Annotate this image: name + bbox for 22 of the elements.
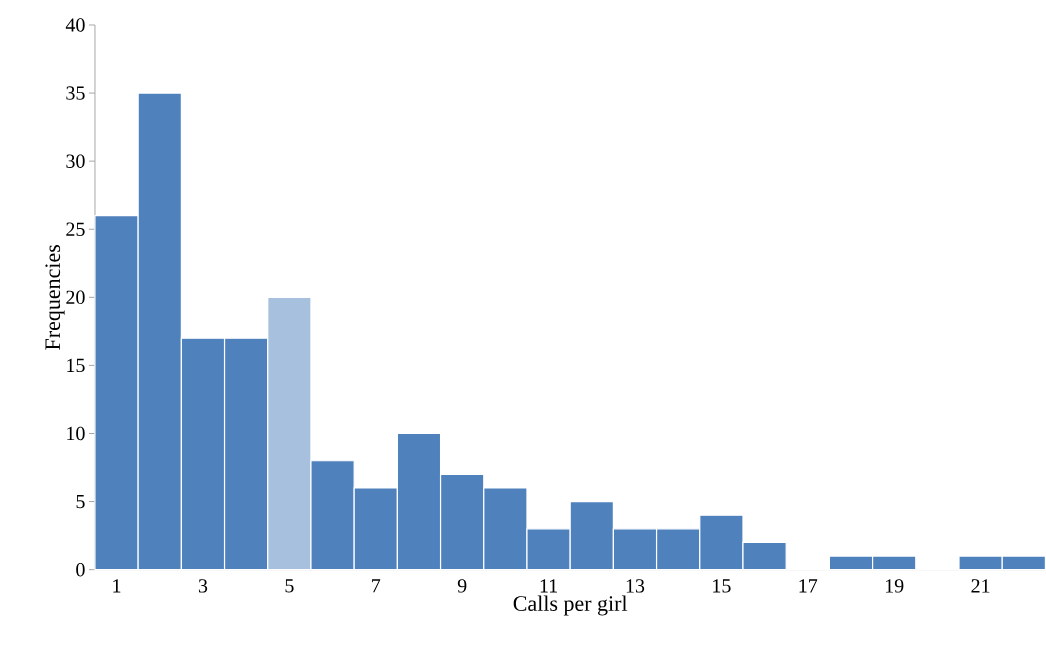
x-tick-label: 13 xyxy=(626,579,645,593)
x-tick-label: 5 xyxy=(285,579,294,593)
x-tick-label: 1 xyxy=(113,579,121,593)
x-tick-label: 9 xyxy=(457,579,467,593)
x-tick-label: 21 xyxy=(971,579,990,593)
y-tick-label: 25 xyxy=(66,222,85,237)
y-axis-title: Frequencies xyxy=(45,245,65,350)
x-tick-label: 7 xyxy=(372,579,381,593)
y-tick-label: 35 xyxy=(66,86,85,100)
x-tick-label: 19 xyxy=(885,579,904,593)
x-tick-label: 15 xyxy=(713,579,731,593)
y-tick-label: 40 xyxy=(65,18,85,32)
x-tick-label: 11 xyxy=(540,579,557,593)
y-tick-label: 10 xyxy=(67,426,85,441)
y-tick-label: 20 xyxy=(66,290,85,305)
y-tick-label: 5 xyxy=(76,495,85,509)
x-tick-label: 3 xyxy=(198,579,208,593)
x-axis-title: Calls per girl xyxy=(513,595,628,616)
y-tick-label: 30 xyxy=(66,154,85,169)
y-tick-label: 0 xyxy=(76,563,85,577)
x-tick-label: 17 xyxy=(799,579,818,593)
y-tick-label: 15 xyxy=(67,358,85,373)
